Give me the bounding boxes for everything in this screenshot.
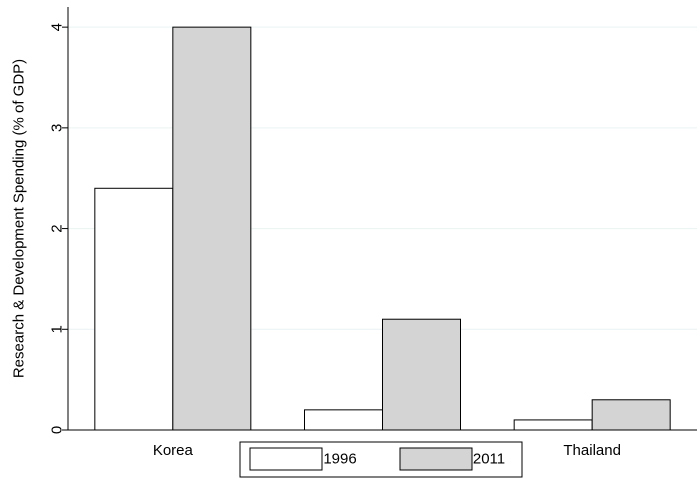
bar-2011-korea — [172, 26, 252, 431]
x-category-label: Korea — [153, 442, 194, 459]
bar-2011-thailand — [591, 399, 671, 431]
bar-1996-korea — [94, 187, 174, 431]
legend-label: 2011 — [473, 451, 505, 468]
bar-2011-malaysia — [382, 318, 461, 431]
y-tick-label: 0 — [49, 426, 66, 434]
legend-swatch-2011 — [399, 447, 473, 471]
y-axis-title: Research & Development Spending (% of GD… — [11, 59, 28, 378]
x-category-label: Thailand — [563, 442, 621, 459]
bar-1996-thailand — [513, 419, 593, 431]
y-tick-label: 4 — [49, 23, 66, 31]
y-tick-label: 3 — [49, 124, 66, 132]
legend-swatch-1996 — [249, 447, 323, 471]
legend-label: 1996 — [323, 451, 356, 468]
bar-1996-malaysia — [304, 409, 383, 431]
y-tick-label: 1 — [49, 325, 66, 333]
y-ticks: 0 1 2 3 4 — [49, 23, 68, 434]
legend: 1996 2011 — [239, 441, 523, 478]
y-tick-label: 2 — [49, 224, 66, 232]
